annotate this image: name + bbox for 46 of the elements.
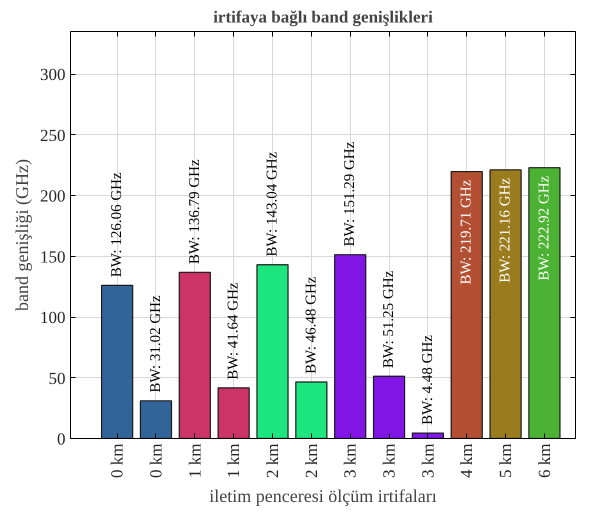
data-label: BW: 143.04 GHz [264, 151, 280, 257]
bar [140, 400, 172, 438]
bar [450, 170, 483, 438]
y-tick-label: 100 [40, 308, 66, 328]
x-tick-label: 3 km [340, 443, 360, 478]
x-axis-title: iletim penceresi ölçüm irtifaları [209, 486, 437, 506]
data-label: BW: 222.92 GHz [536, 175, 552, 281]
y-tick-label: 250 [40, 126, 66, 145]
y-tick-label: 200 [40, 186, 66, 206]
bar [100, 284, 134, 438]
bar [256, 264, 289, 438]
y-axis-title: band genişliği (GHz) [12, 159, 32, 311]
data-label: BW: 4.48 GHz [420, 334, 436, 425]
y-tick-label: 50 [48, 368, 66, 388]
y-tick-label: 300 [40, 65, 66, 84]
x-tick-label: 4 km [457, 443, 476, 478]
data-label: BW: 221.16 GHz [498, 178, 514, 283]
x-tick-label: 2 km [263, 443, 282, 478]
x-tick-label: 0 km [108, 443, 127, 478]
bar [295, 381, 328, 438]
data-label: BW: 151.29 GHz [342, 141, 358, 247]
bar [218, 387, 250, 438]
data-label: BW: 219.71 GHz [458, 179, 475, 285]
data-label: BW: 41.64 GHz [226, 282, 242, 380]
x-tick-label: 6 km [534, 443, 554, 478]
x-tick-label: 5 km [496, 443, 516, 478]
x-tick-label: 2 km [302, 443, 321, 478]
bar [178, 272, 211, 438]
chart-title: irtifaya bağlı band genişlikleri [213, 8, 434, 26]
y-tick-label: 0 [57, 430, 66, 448]
x-tick-label: 3 km [380, 443, 399, 478]
bar [334, 254, 366, 438]
bar [489, 169, 522, 438]
data-label: BW: 31.02 GHz [148, 294, 164, 393]
data-label: BW: 126.06 GHz [109, 172, 126, 278]
data-label: BW: 51.25 GHz [381, 270, 398, 368]
x-tick-label: 1 km [185, 443, 204, 478]
x-tick-label: 1 km [224, 443, 244, 478]
data-label: BW: 46.48 GHz [303, 276, 320, 374]
bar [372, 376, 406, 438]
x-tick-label: 0 km [146, 443, 166, 478]
data-label: BW: 136.79 GHz [186, 158, 203, 264]
bar [528, 167, 561, 438]
x-tick-label: 3 km [418, 443, 438, 478]
y-tick-label: 150 [40, 247, 66, 266]
bar [412, 432, 444, 438]
